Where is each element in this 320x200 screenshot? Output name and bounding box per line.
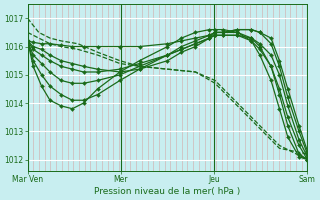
X-axis label: Pression niveau de la mer( hPa ): Pression niveau de la mer( hPa ) — [94, 187, 241, 196]
